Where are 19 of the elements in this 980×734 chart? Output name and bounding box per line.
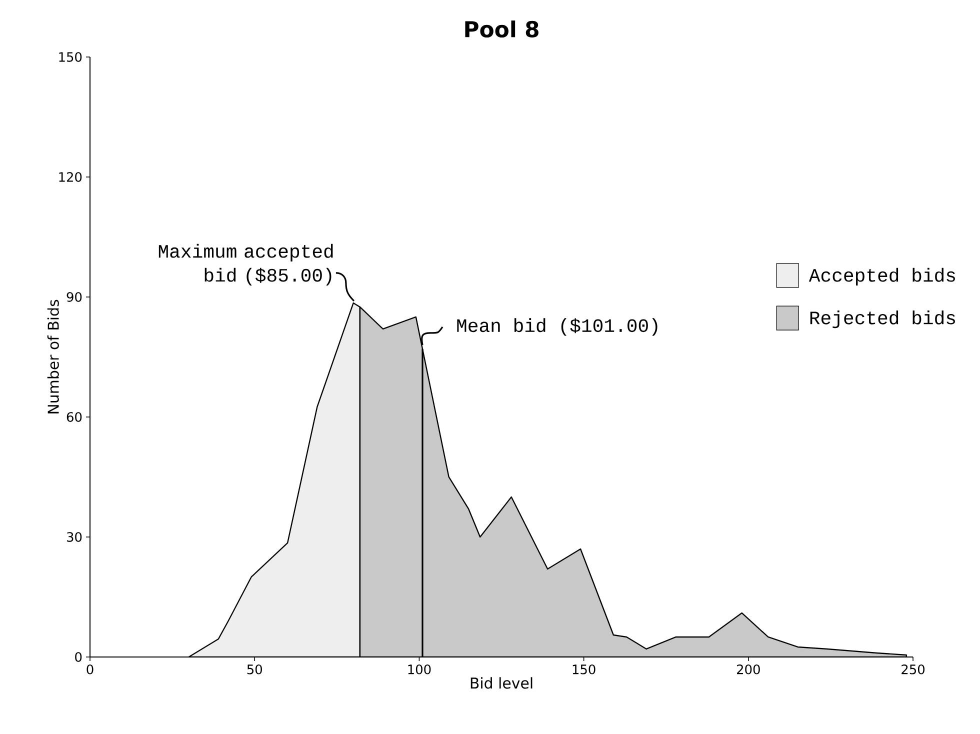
- chart-title: Pool 8: [465, 20, 538, 38]
- x-axis-title: Bid level: [470, 677, 532, 689]
- x-tick-label: 0: [86, 664, 94, 674]
- x-tick-label: 150: [572, 664, 596, 674]
- y-tick-label: 0: [75, 652, 82, 662]
- x-tick-label: 250: [902, 664, 924, 674]
- legend-label: Rejected bids: [810, 310, 955, 328]
- legend-label: Accepted bids: [808, 268, 955, 286]
- legend-label: Mean bid ($101.00): [457, 318, 658, 336]
- x-tick-label: 100: [408, 664, 431, 674]
- annotation: Maximum accepted bid ($85.00): [158, 244, 333, 286]
- y-tick-label: 30: [66, 532, 82, 542]
- y-tick-label: 60: [66, 412, 82, 422]
- y-axis-title: Number of Bids: [47, 300, 59, 414]
- y-tick-label: 120: [59, 172, 82, 182]
- x-tick-label: 200: [737, 664, 760, 674]
- y-tick-label: 150: [59, 52, 82, 62]
- y-tick-label: 90: [66, 292, 82, 302]
- x-tick-label: 50: [247, 664, 262, 674]
